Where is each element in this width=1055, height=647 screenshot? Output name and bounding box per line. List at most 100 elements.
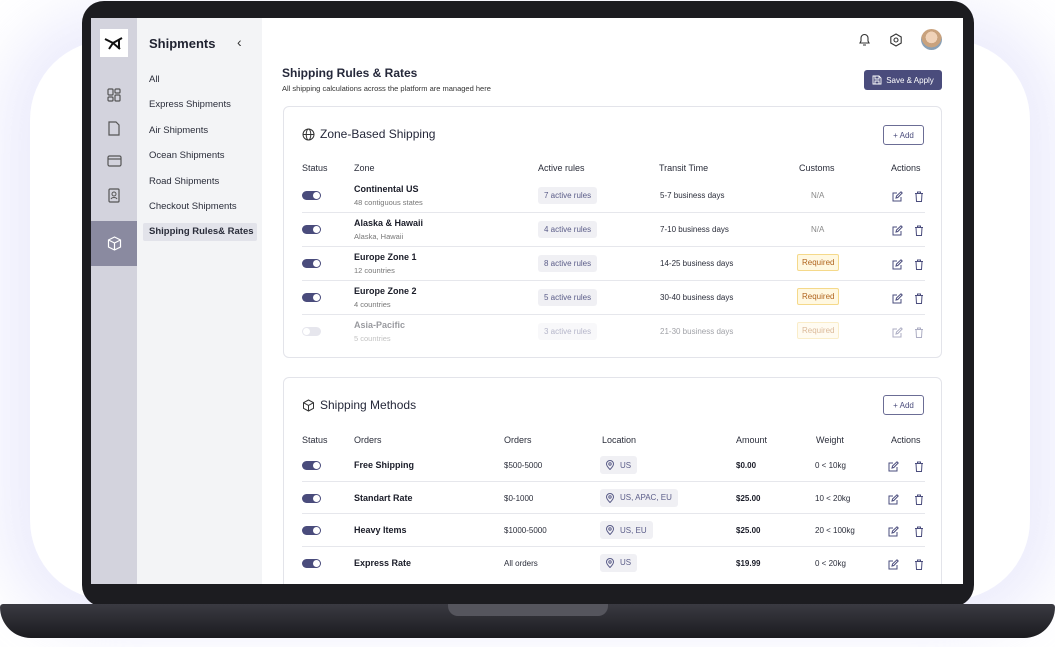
add-zone-button[interactable]: + Add	[883, 125, 924, 145]
save-apply-button[interactable]: Save & Apply	[864, 70, 942, 90]
customs-required-badge: Required	[797, 322, 840, 339]
logo[interactable]	[100, 29, 128, 57]
trash-icon[interactable]	[914, 524, 926, 537]
edit-icon[interactable]	[892, 189, 904, 202]
methods-column-header: Orders	[504, 435, 532, 445]
edit-icon[interactable]	[892, 223, 904, 236]
location-badge[interactable]: US	[600, 456, 638, 474]
contact-book-icon	[108, 187, 120, 203]
document-icon	[108, 120, 120, 136]
transit-time: 14-25 business days	[660, 259, 734, 268]
transit-time: 30-40 business days	[660, 293, 734, 302]
methods-column-header: Orders	[354, 435, 382, 445]
edit-icon[interactable]	[892, 257, 904, 270]
methods-card-title: Shipping Methods	[320, 398, 417, 412]
amount: $19.99	[736, 558, 761, 568]
trash-icon[interactable]	[914, 459, 926, 472]
method-name: Express Rate	[354, 557, 412, 568]
sidebar-item-checkout[interactable]: Checkout Shipments	[149, 201, 237, 212]
active-rules-badge[interactable]: 4 active rules	[538, 221, 598, 238]
active-rules-badge[interactable]: 8 active rules	[538, 255, 598, 272]
page-subtitle: All shipping calculations across the pla…	[282, 84, 491, 93]
rail-dashboard[interactable]	[91, 80, 137, 110]
order-range: $500-5000	[504, 461, 543, 470]
sidebar-item-all[interactable]: All	[149, 74, 160, 85]
active-rules-badge[interactable]: 3 active rules	[538, 323, 598, 340]
notifications-button[interactable]	[856, 32, 872, 48]
status-toggle[interactable]	[302, 327, 321, 336]
trash-icon[interactable]	[914, 291, 926, 304]
methods-column-header: Actions	[891, 435, 921, 445]
collapse-chevron-icon[interactable]: ‹	[237, 34, 242, 50]
method-row: Standart Rate $0-1000 US, APAC, EU $25.00 10…	[302, 482, 926, 514]
trash-icon[interactable]	[914, 189, 926, 202]
status-toggle[interactable]	[302, 558, 321, 568]
zone-column-header: Customs	[799, 163, 835, 173]
zone-column-header: Status	[302, 163, 328, 173]
zone-column-header: Zone	[354, 163, 375, 173]
edit-icon[interactable]	[892, 291, 904, 304]
rail-shipments[interactable]	[91, 221, 137, 266]
edit-icon[interactable]	[892, 325, 904, 338]
location-text: US	[620, 460, 632, 470]
customs-value: N/A	[811, 191, 825, 200]
zone-column-header: Transit Time	[659, 163, 709, 173]
status-toggle[interactable]	[302, 293, 321, 302]
sidebar-item-ocean[interactable]: Ocean Shipments	[149, 150, 225, 161]
status-toggle[interactable]	[302, 461, 321, 470]
methods-card-header: Shipping Methods	[302, 398, 416, 412]
active-rules-badge[interactable]: 5 active rules	[538, 289, 598, 306]
amount: $25.00	[736, 493, 761, 503]
zone-row: Europe Zone 1 12 countries 8 active rules 1…	[302, 247, 925, 281]
bell-icon	[858, 33, 870, 46]
weight-range: 20 < 100kg	[815, 526, 855, 535]
location-text: US, APAC, EU	[620, 493, 672, 502]
methods-column-header: Status	[302, 435, 328, 445]
zone-row: Europe Zone 2 4 countries 5 active rules 30…	[302, 281, 925, 315]
method-row: Heavy Items $1000-5000 US, EU $25.00 20 < 10…	[302, 514, 925, 547]
map-pin-icon	[606, 460, 614, 470]
status-toggle[interactable]	[302, 225, 321, 234]
order-range: $0-1000	[504, 493, 534, 503]
rail-documents[interactable]	[91, 113, 137, 143]
trash-icon[interactable]	[914, 325, 926, 338]
amount: $0.00	[736, 461, 757, 470]
status-toggle[interactable]	[302, 493, 321, 503]
map-pin-icon	[606, 525, 614, 535]
sidebar-item-express[interactable]: Express Shipments	[149, 99, 231, 110]
location-badge[interactable]: US, APAC, EU	[600, 488, 678, 507]
edit-icon[interactable]	[888, 557, 900, 569]
location-badge[interactable]: US, EU	[600, 521, 653, 539]
sidebar-item-road[interactable]: Road Shipments	[149, 176, 220, 187]
rail-contacts[interactable]	[91, 180, 137, 210]
trash-icon[interactable]	[914, 257, 926, 270]
add-method-button[interactable]: + Add	[883, 395, 924, 415]
rail-billing[interactable]	[91, 146, 137, 176]
location-badge[interactable]: US	[600, 553, 638, 572]
edit-icon[interactable]	[888, 524, 900, 537]
edit-icon[interactable]	[888, 459, 900, 472]
sidebar-item-rules-rates[interactable]: Shipping Rules& Rates	[143, 223, 257, 241]
active-rules-badge[interactable]: 7 active rules	[538, 187, 598, 204]
weight-range: 10 < 20kg	[815, 493, 851, 503]
method-name: Standart Rate	[354, 492, 413, 503]
dashboard-icon	[107, 88, 121, 102]
settings-button[interactable]	[888, 32, 904, 48]
sidebar-item-air[interactable]: Air Shipments	[149, 125, 209, 136]
main-content: Shipping Rules & Rates All shipping calc…	[262, 18, 963, 584]
location-text: US	[620, 558, 632, 567]
customs-required-badge: Required	[797, 288, 840, 305]
status-toggle[interactable]	[302, 526, 321, 535]
card-icon	[106, 155, 122, 167]
status-toggle[interactable]	[302, 259, 321, 268]
trash-icon[interactable]	[914, 223, 926, 236]
edit-icon[interactable]	[888, 492, 900, 504]
user-avatar[interactable]	[921, 29, 942, 50]
trash-icon[interactable]	[914, 557, 926, 570]
zone-description: 12 countries	[354, 266, 395, 275]
weight-range: 0 < 20kg	[815, 558, 846, 568]
trash-icon[interactable]	[914, 492, 926, 505]
status-toggle[interactable]	[302, 191, 321, 200]
amount: $25.00	[736, 526, 761, 535]
zone-name: Europe Zone 1	[354, 252, 417, 262]
